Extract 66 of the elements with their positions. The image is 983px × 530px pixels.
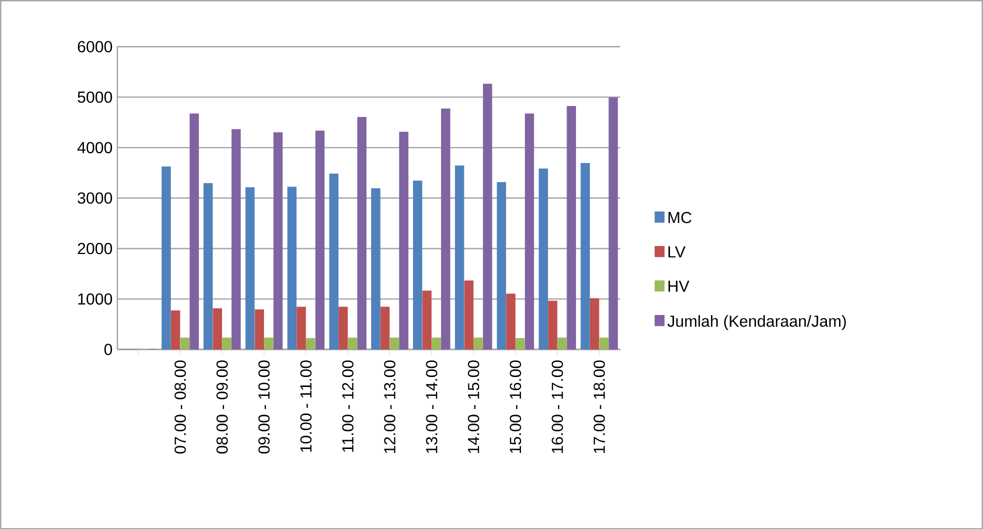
x-tick-label: 12.00 - 13.00: [384, 360, 396, 454]
bar: [399, 132, 408, 350]
bar: [338, 307, 348, 350]
bar: [608, 98, 618, 350]
y-tick-label: 3000: [78, 192, 112, 204]
x-tick-label: 10.00 - 11.00: [300, 360, 312, 452]
y-tick-label: 2000: [78, 243, 112, 254]
bar: [548, 300, 558, 350]
bar: [264, 338, 274, 350]
bar: [245, 187, 255, 350]
bar: [516, 338, 525, 350]
bar: [454, 166, 464, 350]
legend-label: MC: [668, 212, 692, 224]
bar: [580, 163, 590, 350]
bar: [566, 106, 576, 350]
bar: [441, 108, 450, 350]
bar: [162, 166, 171, 350]
bar: [170, 310, 180, 350]
y-tick-label: 1000: [78, 294, 112, 305]
bar: [190, 114, 199, 350]
bar: [474, 338, 483, 350]
x-tick-label: 17.00 - 18.00: [594, 360, 605, 454]
y-tick-label: 4000: [77, 142, 112, 154]
x-tick-label: 13.00 - 14.00: [426, 360, 438, 454]
bar: [222, 338, 232, 350]
bar: [254, 310, 264, 350]
x-tick-label: 16.00 - 17.00: [552, 360, 564, 454]
bar: [557, 338, 567, 350]
bar: [204, 183, 213, 350]
bar: [390, 338, 400, 350]
bar: [306, 338, 316, 350]
x-tick-label: 07.00 - 08.00: [174, 360, 186, 454]
bar: [180, 338, 190, 350]
bar: [506, 294, 516, 350]
bar: [482, 84, 492, 350]
bar: [329, 174, 338, 350]
bar: [599, 338, 609, 350]
bar: [273, 132, 283, 350]
bar: [538, 168, 548, 350]
bar: [413, 180, 422, 350]
bar: [357, 117, 366, 350]
x-tick-label: 09.00 - 10.00: [258, 360, 270, 454]
bar: [348, 338, 358, 350]
bar: [590, 298, 600, 350]
y-tick-label: 6000: [78, 41, 112, 53]
bar: [464, 280, 474, 350]
x-tick-label: 15.00 - 16.00: [510, 360, 522, 454]
legend-label: Jumlah (Kendaraan/Jam): [667, 315, 846, 330]
bar: [524, 114, 534, 350]
y-tick-label: 0: [104, 344, 112, 356]
x-tick-label: 11.00 - 12.00: [342, 360, 354, 452]
bar: [380, 307, 390, 350]
y-tick-label: 5000: [78, 92, 112, 104]
legend-label: HV: [668, 281, 690, 292]
bar: [315, 130, 325, 350]
bar: [422, 290, 432, 350]
bar: [371, 188, 380, 350]
legend-label: LV: [668, 246, 686, 258]
bar: [232, 129, 241, 350]
bar: [296, 307, 306, 350]
x-tick-label: 14.00 - 15.00: [468, 360, 480, 454]
bar: [432, 338, 441, 350]
x-tick-label: 08.00 - 09.00: [216, 360, 228, 454]
bar: [496, 182, 506, 350]
bar: [212, 308, 222, 350]
bar: [287, 186, 297, 350]
